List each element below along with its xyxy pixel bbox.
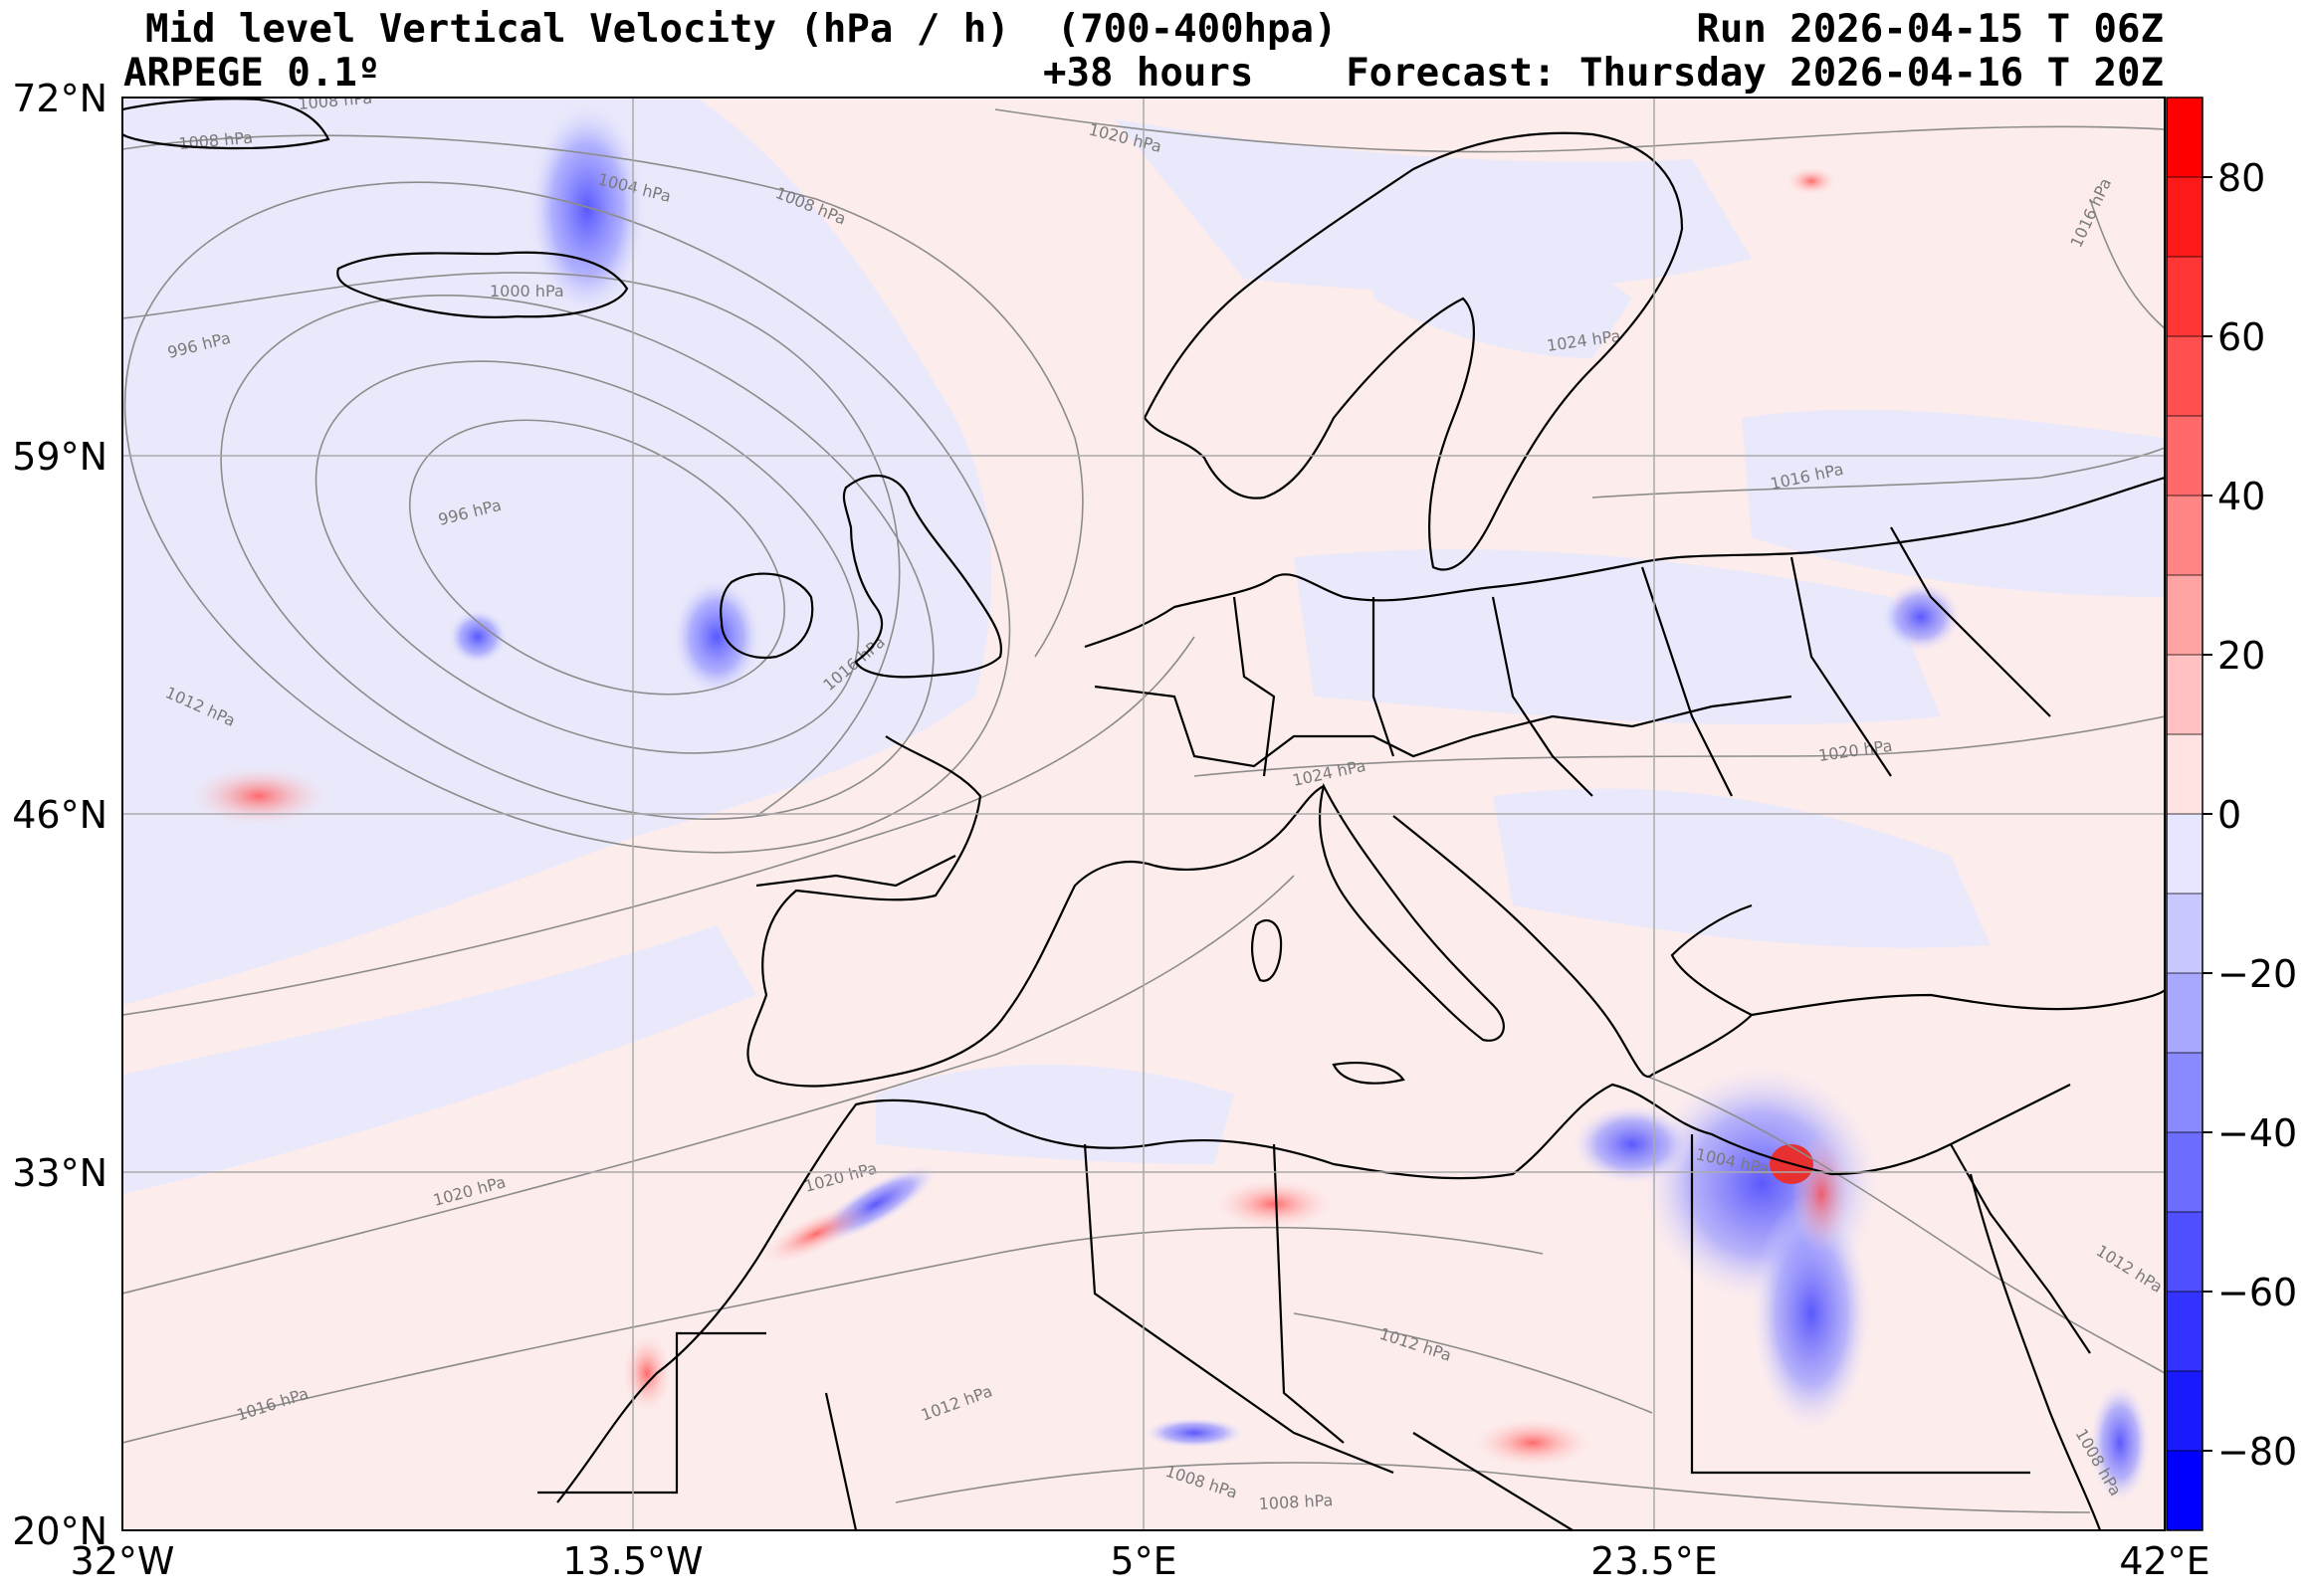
lat-label: 59°N — [12, 435, 107, 479]
lon-label: 42°E — [2119, 1539, 2209, 1583]
colorbar-label: 40 — [2217, 475, 2265, 518]
lon-label: 5°E — [1110, 1539, 1176, 1583]
colorbar-band — [2167, 814, 2203, 895]
colorbar-label: 80 — [2217, 156, 2265, 200]
colorbar-band — [2167, 1053, 2203, 1133]
lon-label: 23.5°E — [1590, 1539, 1718, 1583]
lead-time-label: +38 hours — [1043, 51, 1254, 96]
colorbar-band — [2167, 257, 2203, 337]
model-label: ARPEGE 0.1º — [123, 51, 381, 96]
lon-label: 13.5°W — [562, 1539, 703, 1583]
lat-label: 20°N — [12, 1509, 107, 1553]
lat-label: 72°N — [12, 77, 107, 120]
colorbar-band — [2167, 177, 2203, 258]
colorbar-band — [2167, 98, 2203, 178]
colorbar-band — [2167, 496, 2203, 576]
map-area: 1008 hPa 1008 hPa 1004 hPa 1008 hPa 1020… — [122, 98, 2165, 1530]
run-label: Run 2026-04-15 T 06Z — [1696, 7, 2164, 52]
colorbar-label: 60 — [2217, 315, 2265, 359]
colorbar-label: −80 — [2217, 1430, 2297, 1474]
colorbar-bands — [2167, 98, 2203, 1531]
colorbar-band — [2167, 1451, 2203, 1531]
colorbar-band — [2167, 973, 2203, 1054]
colorbar-band — [2167, 894, 2203, 974]
colorbar: 80 60 40 20 0 −20 −40 −60 −80 — [2166, 97, 2297, 1531]
lon-label: 32°W — [71, 1539, 175, 1583]
longitude-labels: 32°W 13.5°W 5°E 23.5°E 42°E — [71, 1539, 2210, 1583]
latitude-labels: 72°N 59°N 46°N 33°N 20°N — [12, 77, 107, 1553]
vertical-velocity-field — [122, 98, 2165, 1194]
colorbar-band — [2167, 734, 2203, 815]
map-title: Mid level Vertical Velocity (hPa / h) (7… — [145, 7, 1338, 52]
graticule — [122, 98, 2165, 1530]
colorbar-band — [2167, 336, 2203, 417]
colorbar-band — [2167, 655, 2203, 735]
isobar-label: 1008 hPa — [1258, 1491, 1334, 1513]
colorbar-band — [2167, 1132, 2203, 1213]
colorbar-band — [2167, 575, 2203, 656]
map-frame — [121, 97, 2166, 1531]
colorbar-label: 0 — [2217, 793, 2241, 837]
colorbar-label: −60 — [2217, 1271, 2297, 1314]
colorbar-label: −20 — [2217, 952, 2297, 996]
colorbar-band — [2167, 416, 2203, 497]
red-cores — [189, 167, 1851, 1468]
colorbar-label: −40 — [2217, 1111, 2297, 1155]
forecast-label: Forecast: Thursday 2026-04-16 T 20Z — [1346, 51, 2164, 96]
colorbar-band — [2167, 1212, 2203, 1293]
isobar-label: 1000 hPa — [490, 282, 564, 300]
lat-label: 33°N — [12, 1151, 107, 1195]
colorbar-label: 20 — [2217, 634, 2265, 678]
lat-label: 46°N — [12, 793, 107, 837]
colorbar-band — [2167, 1292, 2203, 1372]
colorbar-band — [2167, 1371, 2203, 1452]
colorbar-ticks — [2203, 176, 2212, 1452]
isobars — [122, 108, 2165, 1513]
